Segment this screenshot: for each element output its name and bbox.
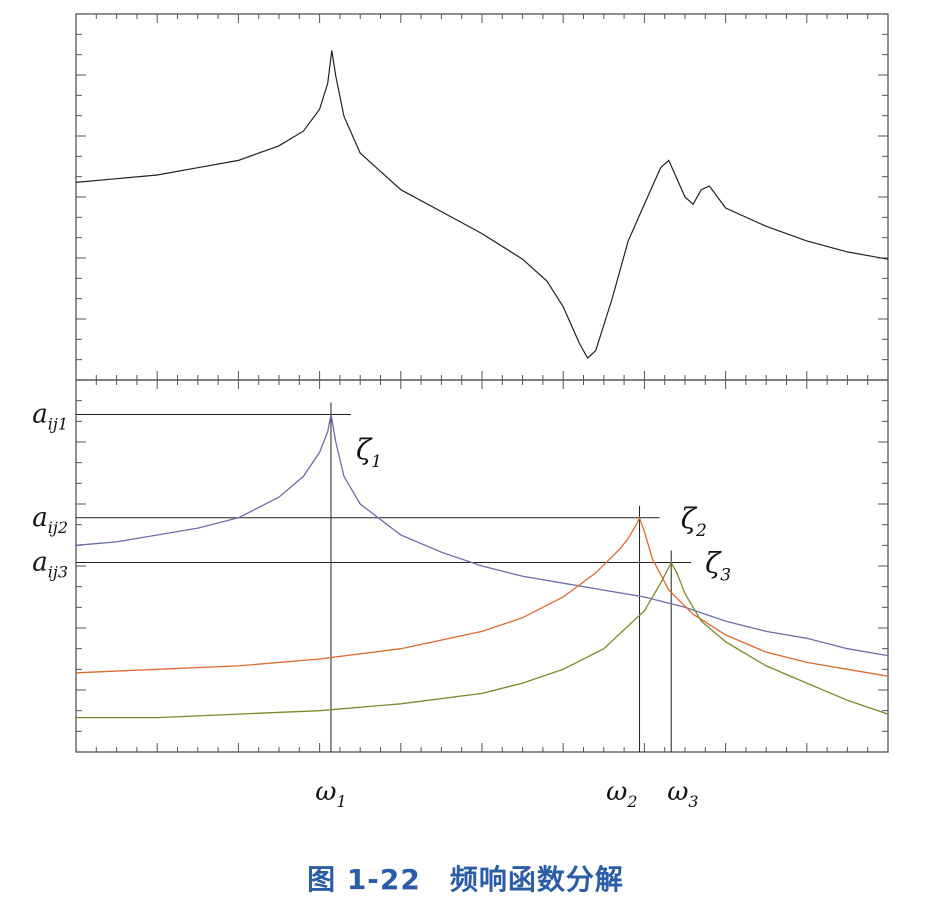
- damping-label-zeta1: ζ1: [356, 433, 382, 472]
- mode-curve-2: [75, 516, 889, 677]
- guide-lines: [76, 402, 692, 752]
- top-panel-frame: [75, 13, 889, 381]
- y-tick-label-a2: aij2: [32, 503, 68, 537]
- damping-label-zeta3: ζ3: [705, 547, 731, 586]
- top-response-curve: [75, 50, 889, 359]
- x-tick-label-omega3: ω3: [667, 777, 698, 811]
- damping-label-zeta2: ζ2: [681, 502, 707, 541]
- mode-curve-1: [75, 414, 889, 657]
- response-curves: [75, 50, 889, 719]
- mode-curve-3: [76, 561, 889, 719]
- axis-ticks: [76, 14, 888, 752]
- figure-caption: 图 1-22 频响函数分解: [307, 863, 624, 896]
- x-tick-label-omega2: ω2: [606, 777, 637, 811]
- math-labels: aij1 aij2 aij3 ω1 ω2 ω3 ζ1 ζ2 ζ3: [32, 399, 731, 811]
- frequency-response-figure: aij1 aij2 aij3 ω1 ω2 ω3 ζ1 ζ2 ζ3: [32, 13, 889, 811]
- y-tick-label-a3: aij3: [32, 548, 68, 582]
- y-tick-label-a1: aij1: [32, 399, 68, 433]
- x-tick-label-omega1: ω1: [315, 777, 346, 811]
